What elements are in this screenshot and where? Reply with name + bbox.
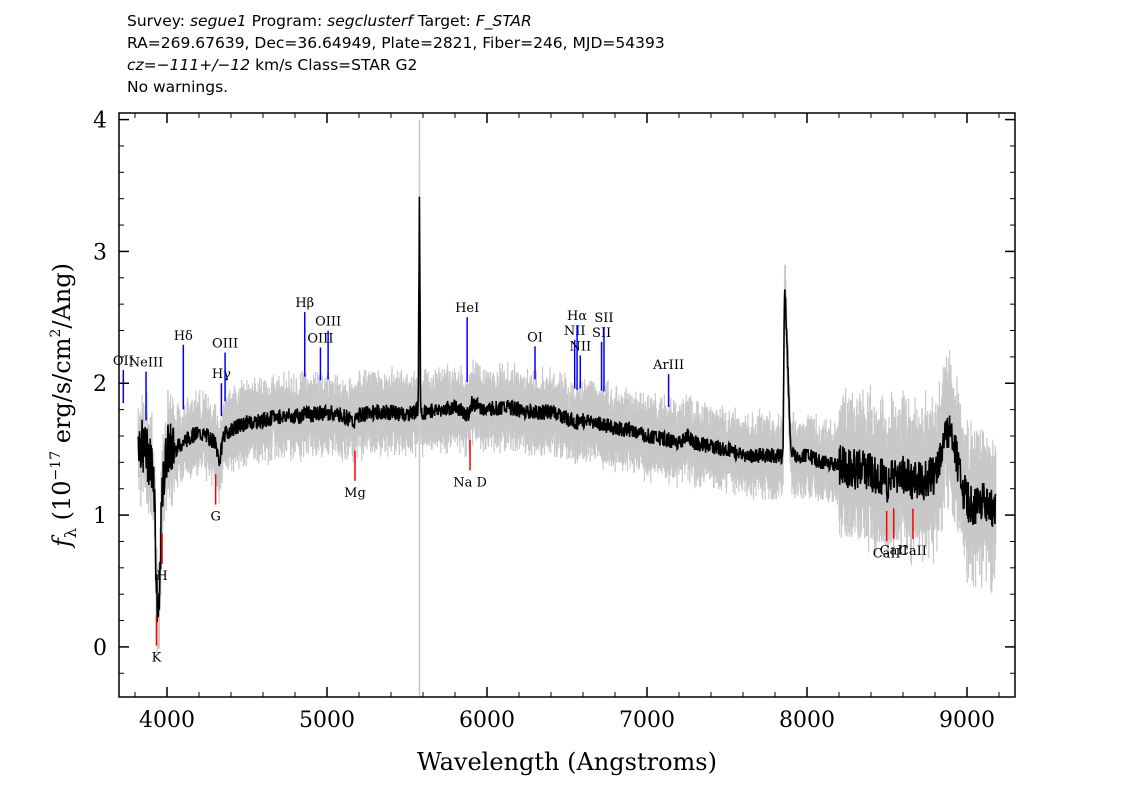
spectrum-header: Survey: segue1 Program: segclusterf Targ… — [127, 10, 665, 98]
emission-line-label: SII — [592, 326, 611, 341]
y-axis-label-sub: λ — [61, 528, 80, 538]
x-tick-label: 6000 — [459, 708, 515, 733]
emission-line-label: OI — [527, 330, 543, 345]
emission-line-label: Hβ — [295, 296, 314, 311]
emission-line-label: OIII — [315, 315, 341, 330]
emission-line-label: OIII — [212, 337, 238, 352]
x-tick-label: 8000 — [779, 708, 835, 733]
header-redshift-line: cz=−111+/−12 km/s Class=STAR G2 — [127, 54, 665, 76]
emission-line-label: Hγ — [212, 367, 231, 382]
absorption-line-label: Mg — [344, 486, 366, 501]
x-tick-label: 7000 — [619, 708, 675, 733]
absorption-line-label: K — [152, 651, 162, 666]
emission-line-label: Hδ — [174, 329, 193, 344]
survey-label: Survey: — [127, 12, 186, 30]
y-tick-label: 2 — [93, 372, 107, 397]
y-axis-label-units: erg/s/cm — [48, 337, 76, 451]
emission-line-label: OII — [113, 354, 134, 369]
emission-line-label: SII — [594, 311, 613, 326]
emission-line-label: Hα — [567, 309, 587, 324]
noise-path — [137, 159, 997, 653]
emission-line-label: NII — [569, 339, 591, 354]
axis-ticks: 4000 5000 6000 7000 8000 9000 0 1 2 3 4 — [93, 109, 1015, 733]
emission-line-label: NII — [564, 324, 586, 339]
y-axis-label: fλ (10−17 erg/s/cm2/Ang) — [48, 263, 80, 549]
class-text: km/s Class=STAR G2 — [250, 56, 418, 74]
emission-line-label: HeI — [455, 301, 479, 316]
program-value: segclusterf — [327, 12, 413, 30]
header-survey-line: Survey: segue1 Program: segclusterf Targ… — [127, 10, 665, 32]
y-tick-label: 1 — [93, 504, 107, 529]
y-tick-label: 0 — [93, 636, 107, 661]
flux-noise-band — [137, 159, 997, 653]
target-label: Target: — [417, 12, 471, 30]
x-tick-label: 4000 — [139, 708, 195, 733]
y-tick-label: 3 — [93, 240, 107, 265]
x-tick-label: 5000 — [299, 708, 355, 733]
y-axis-label-exp: −17 — [48, 451, 64, 481]
absorption-line-label: G — [210, 510, 220, 525]
program-label: Program: — [251, 12, 323, 30]
header-warnings-line: No warnings. — [127, 78, 229, 96]
absorption-line-label: Na D — [453, 475, 487, 490]
x-axis-label: Wavelength (Angstroms) — [417, 748, 717, 776]
absorption-line-label: CaII — [899, 544, 927, 559]
emission-line-label: ArIII — [652, 358, 684, 373]
y-axis-label-exp2: 2 — [48, 329, 64, 338]
y-axis-label-end: /Ang) — [48, 263, 76, 329]
emission-line-label: OIII — [307, 331, 333, 346]
cz-value: cz=−111+/−12 — [127, 56, 251, 74]
plot-frame — [118, 112, 1016, 698]
absorption-line-label: CaII — [873, 546, 901, 561]
target-value: F_STAR — [475, 12, 532, 30]
flux-series — [137, 196, 997, 622]
y-tick-label: 4 — [93, 109, 107, 134]
emission-line-label: NeIII — [129, 356, 163, 371]
x-tick-label: 9000 — [939, 708, 995, 733]
survey-value: segue1 — [189, 12, 247, 30]
absorption-line-label: CaII — [880, 544, 908, 559]
flux-line — [137, 196, 997, 622]
y-axis-label-mid: (10 — [48, 480, 76, 528]
absorption-line-label: H — [156, 569, 167, 584]
header-coordinates-line: RA=269.67639, Dec=36.64949, Plate=2821, … — [127, 34, 665, 52]
